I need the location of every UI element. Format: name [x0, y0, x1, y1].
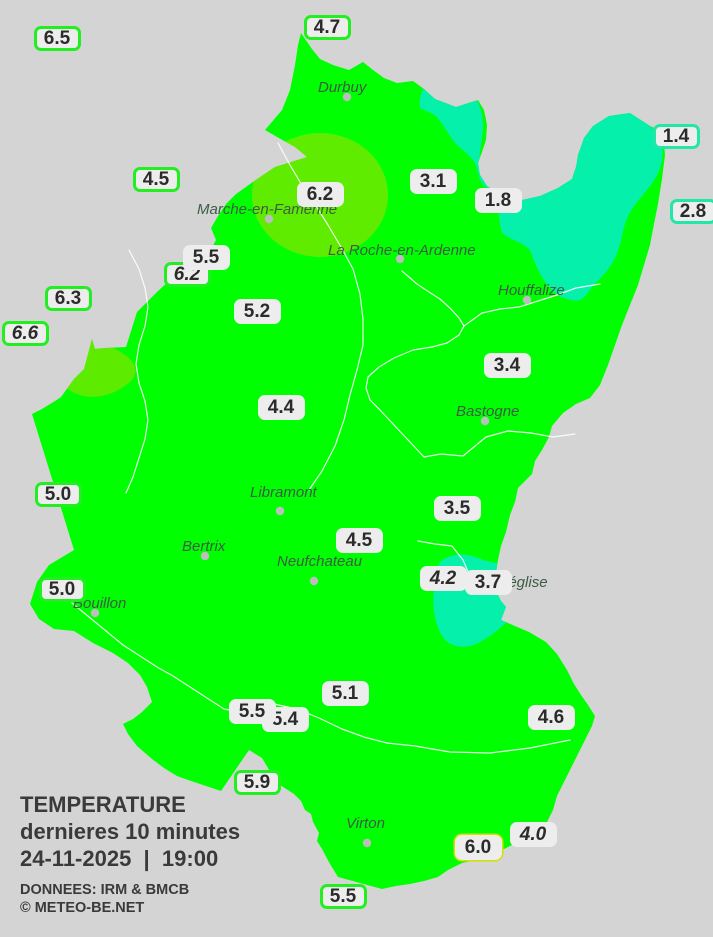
svg-text:Houffalize: Houffalize — [498, 282, 565, 299]
svg-text:Bertrix: Bertrix — [182, 538, 226, 555]
svg-text:Durbuy: Durbuy — [318, 79, 368, 96]
svg-text:Virton: Virton — [346, 815, 385, 832]
svg-text:Libramont: Libramont — [250, 484, 318, 501]
svg-text:Bastogne: Bastogne — [456, 403, 519, 420]
svg-text:Neufchateau: Neufchateau — [277, 553, 363, 570]
svg-text:La Roche-en-Ardenne: La Roche-en-Ardenne — [328, 242, 476, 259]
